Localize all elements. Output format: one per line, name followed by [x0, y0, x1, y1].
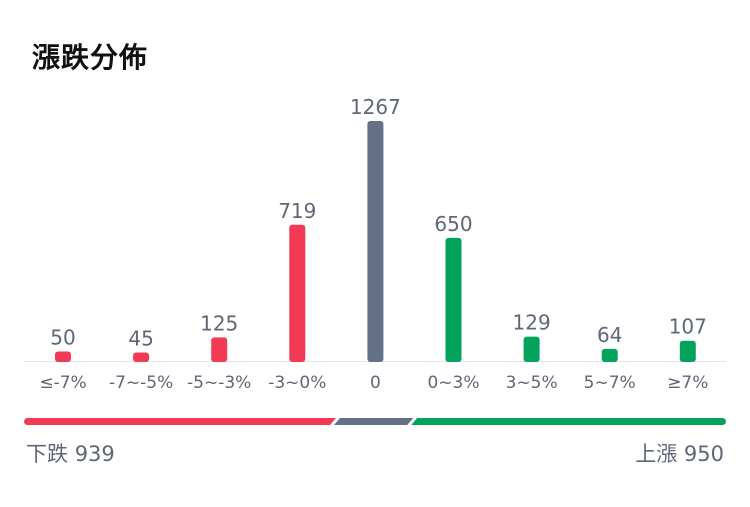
data-label: 45 — [128, 326, 153, 350]
bar — [289, 224, 306, 362]
data-label: 125 — [200, 311, 238, 335]
data-label: 1267 — [350, 95, 401, 119]
data-label: 129 — [513, 311, 551, 335]
category-label: -3~0% — [268, 373, 326, 393]
down-count: 939 — [74, 442, 115, 466]
down-segment — [27, 418, 336, 425]
up-segment — [411, 418, 723, 425]
bar — [133, 352, 150, 362]
up-label: 上漲 — [635, 442, 678, 466]
up-summary: 上漲 950 — [635, 438, 724, 468]
data-label: 719 — [278, 199, 316, 223]
bar — [601, 348, 618, 362]
data-label: 650 — [434, 212, 472, 236]
chart-title: 漲跌分佈 — [32, 41, 149, 74]
data-label: 50 — [50, 326, 75, 350]
up-count: 950 — [683, 442, 724, 466]
down-label: 下跌 — [26, 442, 68, 466]
bar — [367, 121, 384, 362]
bar — [679, 340, 696, 362]
down-summary: 下跌 939 — [26, 438, 115, 468]
bar — [445, 237, 462, 362]
bar — [523, 336, 540, 362]
category-label: 3~5% — [506, 373, 558, 393]
category-label: ≥7% — [667, 373, 708, 393]
category-label: -5~-3% — [187, 373, 251, 393]
category-label: 5~7% — [584, 373, 636, 393]
down-segment-cap — [24, 418, 31, 425]
category-label: 0 — [370, 373, 381, 393]
bar — [211, 337, 228, 362]
flat-segment — [333, 418, 414, 425]
data-label: 64 — [597, 323, 622, 347]
bar — [55, 351, 71, 362]
category-label: 0~3% — [427, 373, 479, 393]
data-label: 107 — [669, 315, 707, 339]
up-segment-cap — [719, 418, 726, 425]
category-label: ≤-7% — [39, 373, 86, 393]
category-label: -7~-5% — [109, 373, 173, 393]
